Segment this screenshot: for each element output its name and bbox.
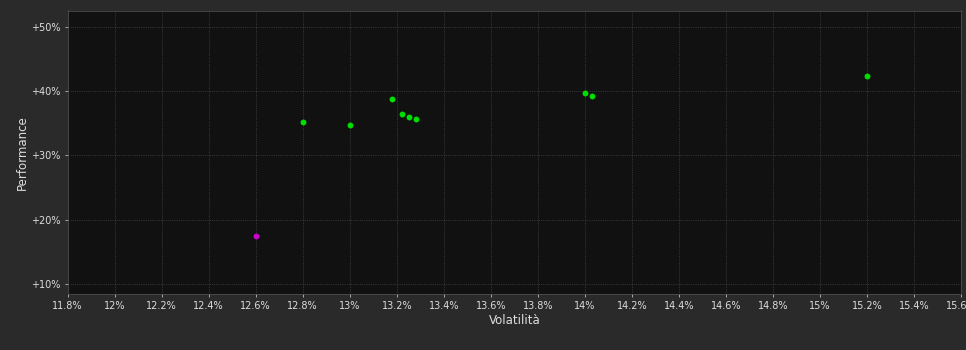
Point (578, 90, 593, 96)
Point (401, 114, 416, 120)
Point (295, 119, 310, 125)
Point (408, 117, 423, 122)
Y-axis label: Performance: Performance (15, 115, 28, 190)
Point (384, 96, 400, 101)
Point (394, 111, 410, 117)
X-axis label: Volatilità: Volatilità (489, 314, 540, 327)
Point (860, 74, 875, 79)
Point (584, 93, 600, 99)
Point (342, 122, 357, 127)
Point (248, 233, 264, 239)
